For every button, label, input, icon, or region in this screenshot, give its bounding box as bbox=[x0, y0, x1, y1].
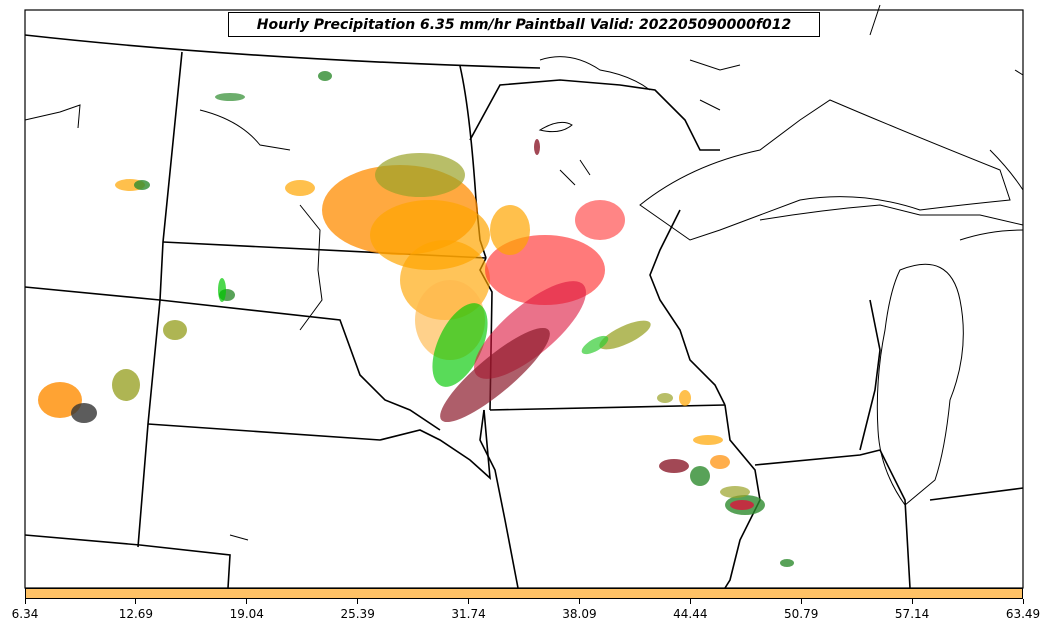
precip-blob bbox=[710, 455, 730, 469]
colorbar-tick-label: 38.09 bbox=[562, 607, 597, 621]
precip-blob bbox=[780, 559, 794, 567]
colorbar-tick-label: 63.49 bbox=[1005, 607, 1041, 621]
colorbar-tick-label: 6.34 bbox=[11, 607, 39, 621]
wisconsin-east-shore bbox=[859, 299, 881, 451]
precip-blob bbox=[432, 303, 488, 387]
precip-blob bbox=[730, 500, 754, 510]
lake-huron-west bbox=[959, 229, 1024, 241]
montana-river bbox=[24, 104, 81, 129]
lake-of-woods bbox=[539, 56, 651, 91]
precip-blob bbox=[599, 320, 651, 350]
il-in-border bbox=[879, 449, 911, 589]
mn-north-shore bbox=[469, 79, 720, 151]
colorbar-tick bbox=[578, 599, 580, 604]
paintball-blobs bbox=[38, 71, 794, 567]
colorbar-tick-label: 50.79 bbox=[784, 607, 819, 621]
precip-blob bbox=[659, 459, 689, 473]
fort-peck-lake bbox=[199, 109, 291, 151]
precip-blob bbox=[693, 435, 723, 445]
colorbar-tick bbox=[800, 599, 802, 604]
great-lakes-outline bbox=[24, 4, 1024, 541]
precip-blob bbox=[657, 393, 673, 403]
colorbar-tick-label: 19.04 bbox=[229, 607, 264, 621]
georgian-shore bbox=[989, 149, 1024, 191]
precip-blob bbox=[534, 139, 540, 155]
precip-blob bbox=[581, 335, 609, 355]
colorbar-tick bbox=[135, 599, 137, 604]
precip-blob bbox=[690, 466, 710, 486]
precip-blob bbox=[215, 93, 245, 101]
precip-blob bbox=[490, 205, 530, 255]
precip-blob bbox=[575, 200, 625, 240]
colorbar-tick-label: 31.74 bbox=[451, 607, 486, 621]
colorbar-tick bbox=[468, 599, 470, 604]
precip-blob bbox=[71, 403, 97, 423]
colorbar-tick bbox=[24, 599, 26, 604]
precip-blob bbox=[679, 390, 691, 406]
precip-blob bbox=[375, 153, 465, 197]
map-title: Hourly Precipitation 6.35 mm/hr Paintbal… bbox=[228, 12, 820, 37]
lake-superior bbox=[639, 99, 1011, 241]
mn-wi-border bbox=[649, 209, 726, 406]
colorado-north-border bbox=[139, 544, 231, 589]
colorbar-tick-label: 44.44 bbox=[673, 607, 708, 621]
colorbar-tick bbox=[911, 599, 913, 604]
precip-blob bbox=[134, 180, 150, 190]
precip-blob bbox=[218, 278, 226, 302]
colorbar bbox=[25, 588, 1023, 599]
precip-blob bbox=[38, 382, 82, 418]
precip-blob bbox=[318, 71, 332, 81]
hudson-coast bbox=[869, 4, 1024, 76]
colorbar-tick bbox=[1022, 599, 1024, 604]
precip-blob bbox=[440, 327, 550, 423]
colorbar-tick bbox=[246, 599, 248, 604]
precip-blob bbox=[163, 320, 187, 340]
iowa-west-border bbox=[479, 409, 519, 589]
wyo-south-border bbox=[24, 534, 141, 546]
precip-blob bbox=[720, 486, 750, 498]
lake-michigan bbox=[876, 263, 964, 506]
canada-border-west bbox=[24, 34, 541, 69]
colorbar-tick bbox=[689, 599, 691, 604]
upper-peninsula-shore bbox=[759, 204, 1024, 226]
lake-nipigon bbox=[538, 121, 573, 133]
colorbar-tick-label: 57.14 bbox=[894, 607, 930, 621]
wi-il-border bbox=[754, 449, 881, 466]
colorbar-tick-label: 12.69 bbox=[118, 607, 154, 621]
reservoir bbox=[229, 534, 249, 541]
northern-lakes bbox=[559, 59, 741, 186]
precip-blob bbox=[285, 180, 315, 196]
nebraska-north-border bbox=[147, 409, 491, 480]
missouri-river-dakota bbox=[299, 204, 323, 331]
wyoming-north-border bbox=[24, 286, 161, 301]
in-mi-border bbox=[929, 487, 1024, 501]
precip-blob bbox=[112, 369, 140, 401]
colorbar-tick-label: 25.39 bbox=[340, 607, 375, 621]
colorbar-tick bbox=[357, 599, 359, 604]
